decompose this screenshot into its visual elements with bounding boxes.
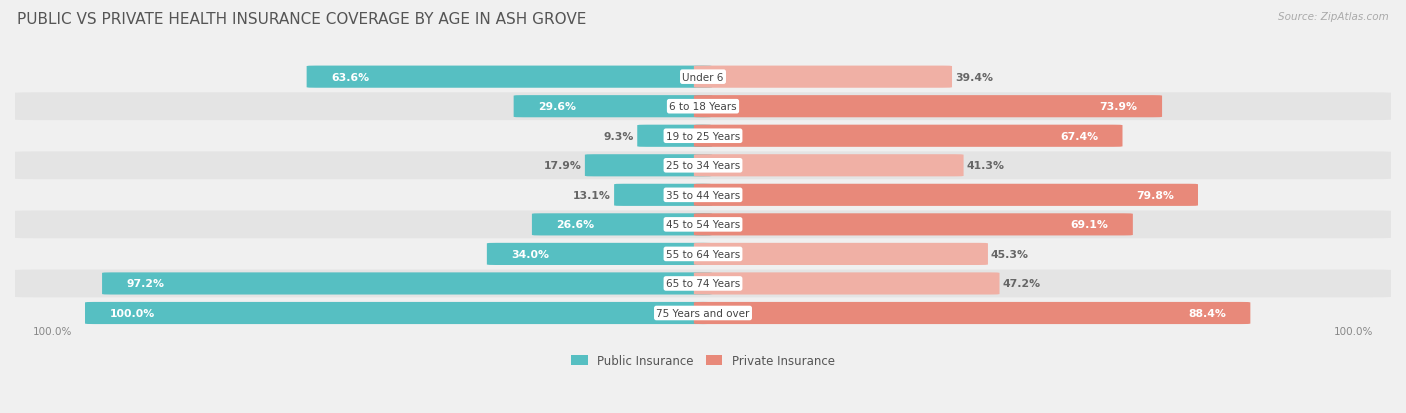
FancyBboxPatch shape — [695, 273, 1000, 295]
Text: 100.0%: 100.0% — [34, 326, 73, 336]
Text: 88.4%: 88.4% — [1188, 308, 1226, 318]
Text: 47.2%: 47.2% — [1002, 279, 1040, 289]
FancyBboxPatch shape — [531, 214, 711, 236]
Text: 45.3%: 45.3% — [991, 249, 1029, 259]
Text: 65 to 74 Years: 65 to 74 Years — [666, 279, 740, 289]
Text: 19 to 25 Years: 19 to 25 Years — [666, 131, 740, 141]
FancyBboxPatch shape — [585, 155, 711, 177]
Text: 34.0%: 34.0% — [512, 249, 550, 259]
FancyBboxPatch shape — [307, 66, 711, 88]
Text: 63.6%: 63.6% — [330, 73, 370, 83]
Text: 100.0%: 100.0% — [1333, 326, 1372, 336]
FancyBboxPatch shape — [637, 126, 711, 147]
FancyBboxPatch shape — [486, 243, 711, 265]
FancyBboxPatch shape — [695, 126, 1122, 147]
FancyBboxPatch shape — [695, 66, 952, 88]
FancyBboxPatch shape — [8, 240, 1398, 268]
FancyBboxPatch shape — [695, 302, 1250, 324]
FancyBboxPatch shape — [8, 152, 1398, 180]
Text: PUBLIC VS PRIVATE HEALTH INSURANCE COVERAGE BY AGE IN ASH GROVE: PUBLIC VS PRIVATE HEALTH INSURANCE COVER… — [17, 12, 586, 27]
FancyBboxPatch shape — [695, 96, 1163, 118]
Text: 9.3%: 9.3% — [603, 131, 634, 141]
FancyBboxPatch shape — [103, 273, 711, 295]
Text: 39.4%: 39.4% — [955, 73, 993, 83]
Text: Under 6: Under 6 — [682, 73, 724, 83]
FancyBboxPatch shape — [8, 270, 1398, 298]
FancyBboxPatch shape — [614, 184, 711, 206]
FancyBboxPatch shape — [84, 302, 711, 324]
Text: 45 to 54 Years: 45 to 54 Years — [666, 220, 740, 230]
Text: 69.1%: 69.1% — [1070, 220, 1108, 230]
FancyBboxPatch shape — [695, 243, 988, 265]
Text: 6 to 18 Years: 6 to 18 Years — [669, 102, 737, 112]
FancyBboxPatch shape — [695, 155, 963, 177]
FancyBboxPatch shape — [8, 211, 1398, 239]
Text: 35 to 44 Years: 35 to 44 Years — [666, 190, 740, 200]
Text: Source: ZipAtlas.com: Source: ZipAtlas.com — [1278, 12, 1389, 22]
FancyBboxPatch shape — [8, 93, 1398, 121]
FancyBboxPatch shape — [695, 184, 1198, 206]
Legend: Public Insurance, Private Insurance: Public Insurance, Private Insurance — [567, 350, 839, 372]
FancyBboxPatch shape — [513, 96, 711, 118]
FancyBboxPatch shape — [8, 181, 1398, 209]
Text: 13.1%: 13.1% — [574, 190, 612, 200]
FancyBboxPatch shape — [8, 123, 1398, 150]
Text: 25 to 34 Years: 25 to 34 Years — [666, 161, 740, 171]
Text: 41.3%: 41.3% — [967, 161, 1005, 171]
Text: 79.8%: 79.8% — [1136, 190, 1174, 200]
FancyBboxPatch shape — [695, 214, 1133, 236]
FancyBboxPatch shape — [8, 299, 1398, 327]
Text: 97.2%: 97.2% — [127, 279, 165, 289]
Text: 29.6%: 29.6% — [538, 102, 576, 112]
Text: 17.9%: 17.9% — [544, 161, 582, 171]
Text: 26.6%: 26.6% — [557, 220, 595, 230]
FancyBboxPatch shape — [8, 64, 1398, 91]
Text: 67.4%: 67.4% — [1060, 131, 1098, 141]
Text: 55 to 64 Years: 55 to 64 Years — [666, 249, 740, 259]
Text: 75 Years and over: 75 Years and over — [657, 308, 749, 318]
Text: 73.9%: 73.9% — [1099, 102, 1137, 112]
Text: 100.0%: 100.0% — [110, 308, 155, 318]
